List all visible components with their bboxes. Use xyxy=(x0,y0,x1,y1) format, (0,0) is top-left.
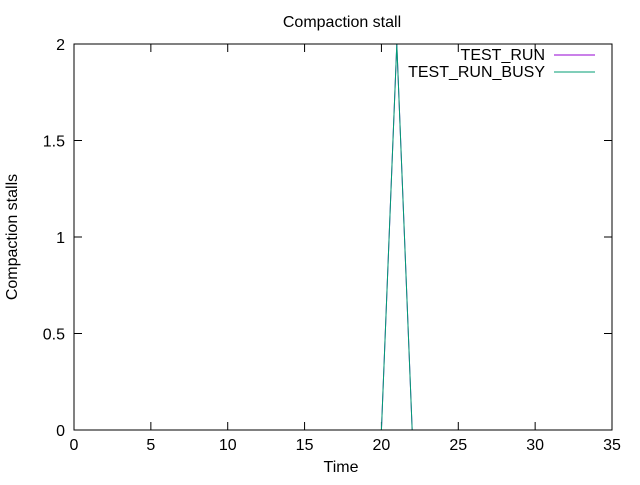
x-tick-label: 10 xyxy=(219,437,237,454)
y-tick-label: 2 xyxy=(56,37,65,54)
y-axis-label: Compaction stalls xyxy=(4,174,21,300)
plot-frame xyxy=(73,43,613,431)
x-tick-label: 35 xyxy=(603,437,621,454)
x-tick-label: 15 xyxy=(296,437,314,454)
x-axis-label: Time xyxy=(324,459,359,476)
x-tick-label: 20 xyxy=(373,437,391,454)
x-tick-label: 0 xyxy=(70,437,79,454)
y-tick-label: 0 xyxy=(56,423,65,440)
y-tick-label: 0.5 xyxy=(43,327,65,344)
y-tick-label: 1 xyxy=(56,230,65,247)
series-lines xyxy=(74,43,597,431)
x-tick-label: 5 xyxy=(146,437,155,454)
x-tick-label: 25 xyxy=(449,437,467,454)
legend-label-1: TEST_RUN xyxy=(461,47,545,64)
chart-title: Compaction stall xyxy=(283,14,401,31)
series-line-1 xyxy=(74,43,597,431)
axis-ticks: 0 5 10 15 20 25 30 35 0 0.5 1 1.5 2 xyxy=(43,37,621,454)
x-tick-label: 30 xyxy=(526,437,544,454)
legend-label-2: TEST_RUN_BUSY xyxy=(408,64,545,81)
series-line-2 xyxy=(74,43,597,431)
y-tick-label: 1.5 xyxy=(43,134,65,151)
